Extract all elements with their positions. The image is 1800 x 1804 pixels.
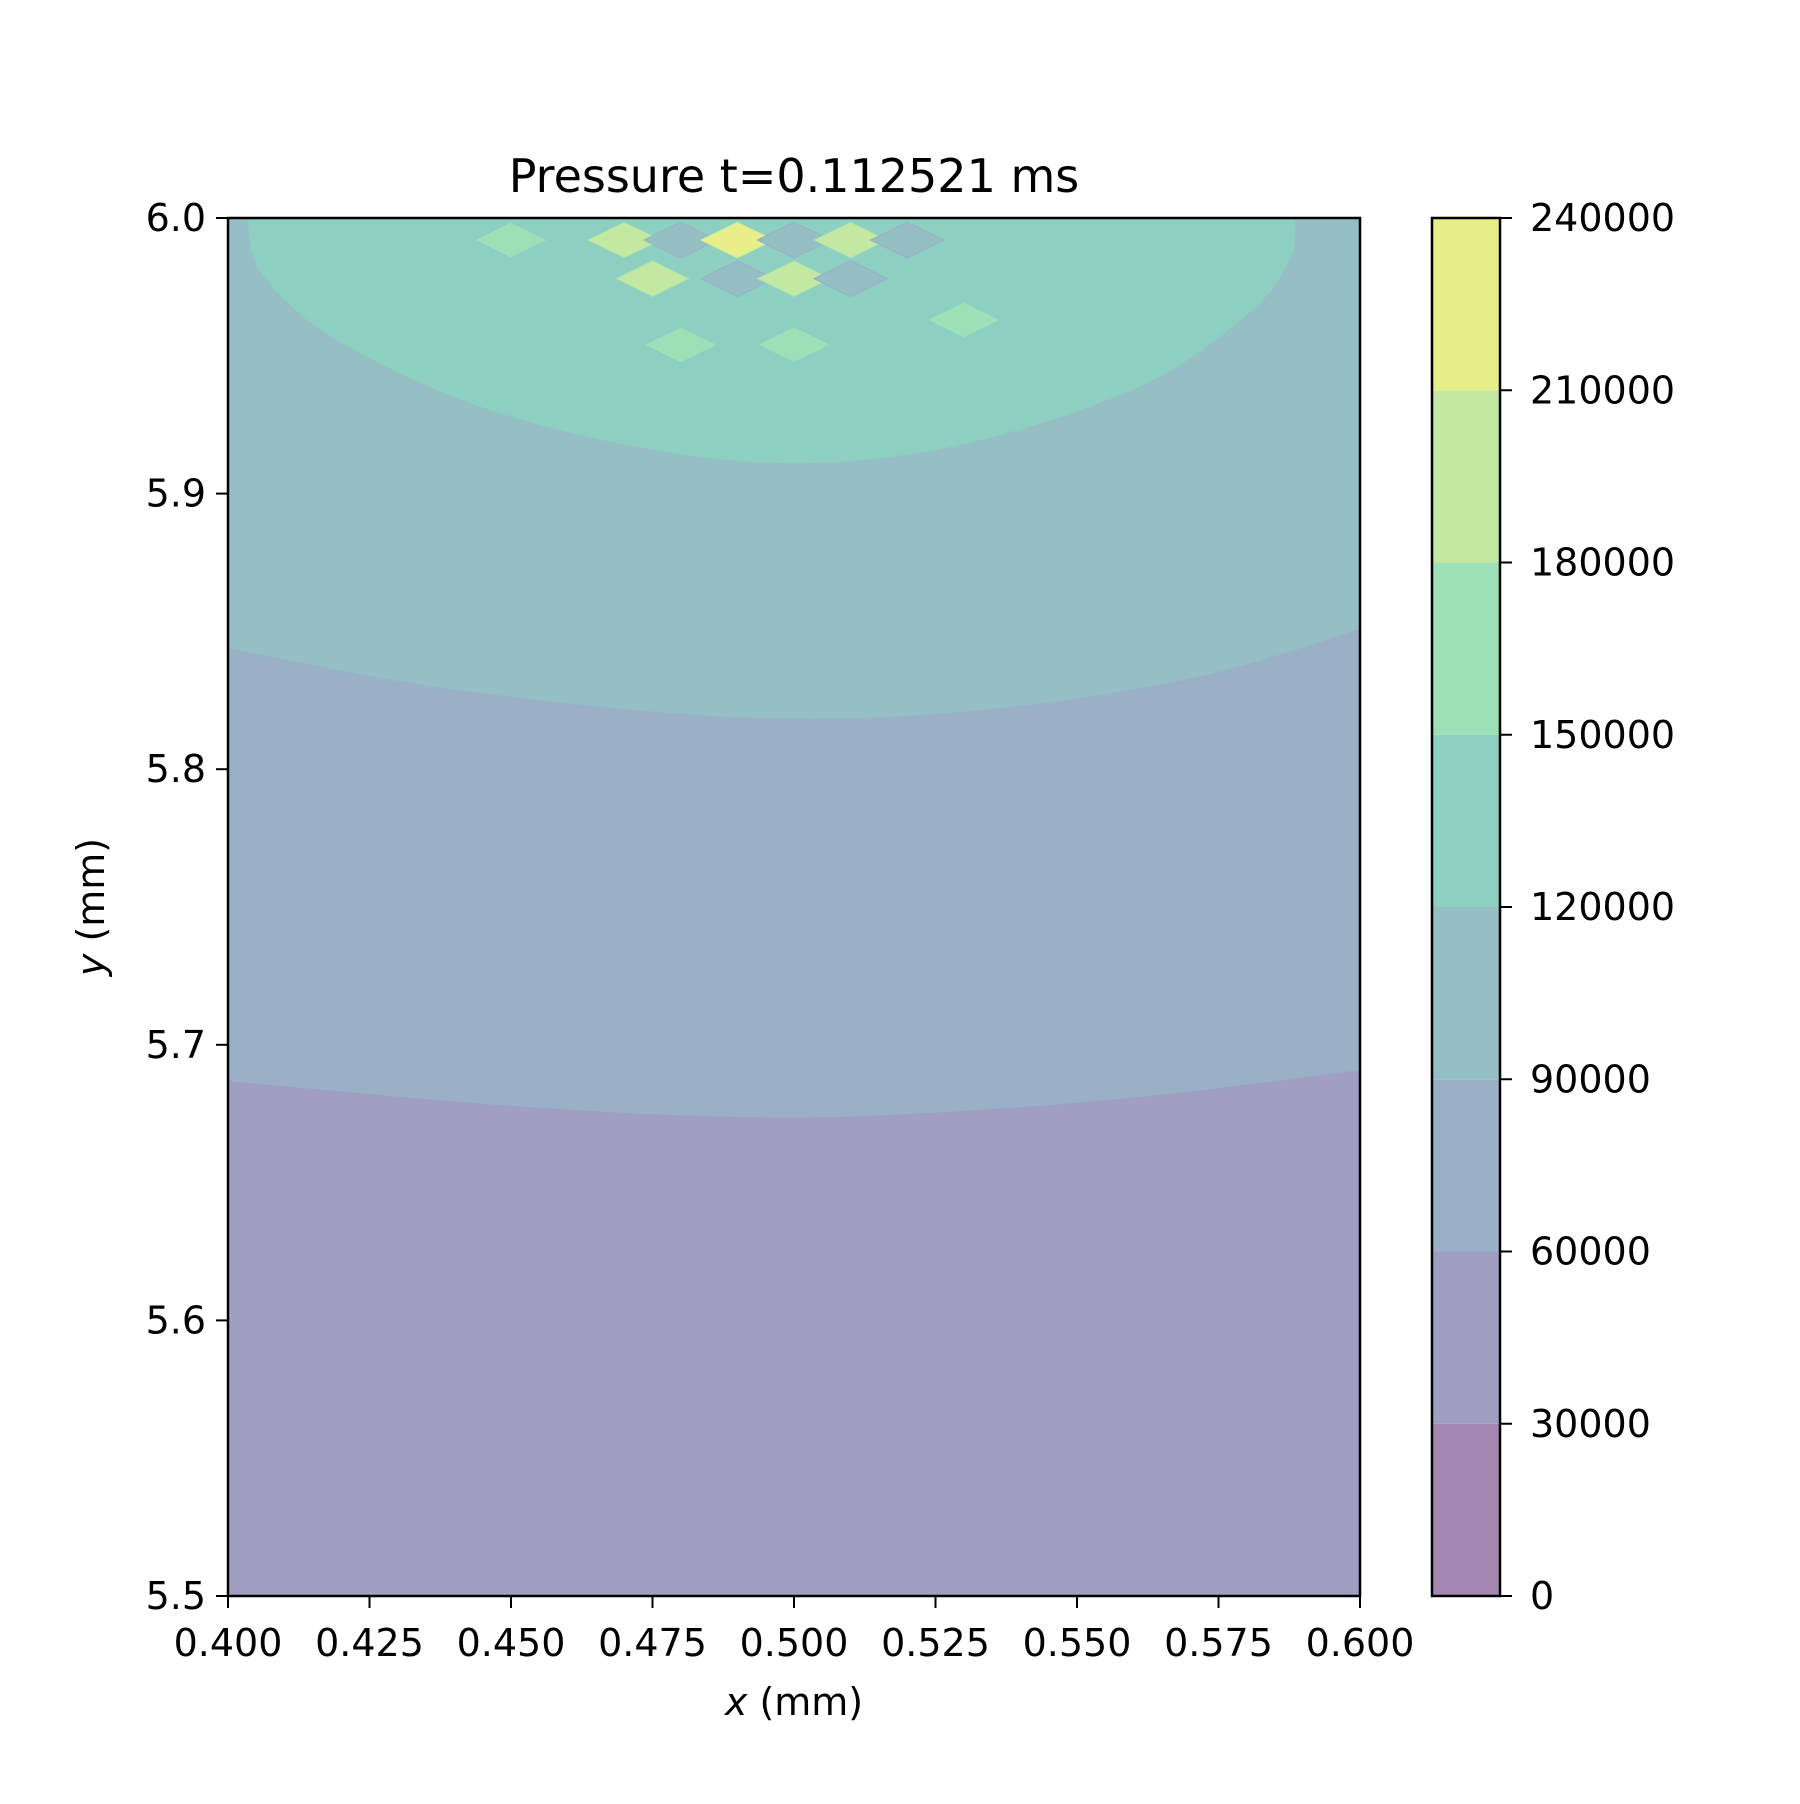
x-axis-var: x — [724, 1680, 748, 1724]
contour-hotspot — [473, 221, 549, 259]
y-tick-label: 5.7 — [146, 1023, 206, 1067]
contour-hotspot — [614, 260, 691, 298]
contour-hotspot — [642, 326, 719, 364]
y-tick-label: 5.9 — [146, 472, 206, 516]
colorbar-band-90000-120000 — [1432, 907, 1500, 1080]
x-tick-label: 0.475 — [598, 1621, 707, 1665]
x-axis-unit: (mm) — [747, 1680, 863, 1724]
y-axis-title: y (mm) — [69, 838, 113, 977]
colorbar-tick-label: 90000 — [1530, 1057, 1651, 1101]
colorbar-tick-label: 240000 — [1530, 196, 1675, 240]
colorbar-tick-label: 180000 — [1530, 541, 1675, 585]
colorbar-tick-label: 30000 — [1530, 1402, 1651, 1446]
contour-line-120000 — [247, 218, 1296, 464]
x-tick-label: 0.450 — [457, 1621, 566, 1665]
contour-hotspot — [756, 326, 832, 364]
y-tick-label: 5.8 — [146, 747, 206, 791]
x-axis-title: x (mm) — [724, 1680, 863, 1724]
colorbar-tick-label: 60000 — [1530, 1230, 1651, 1274]
contour-hotspot — [869, 221, 946, 259]
y-axis-unit: (mm) — [69, 838, 113, 954]
colorbar-band-60000-90000 — [1432, 1079, 1500, 1252]
y-axis: 5.5 5.6 5.7 5.8 5.9 6.0 — [146, 196, 228, 1618]
x-axis: 0.400 0.425 0.450 0.475 0.500 0.525 0.550 0.575… — [174, 1596, 1415, 1665]
y-tick-label: 5.5 — [146, 1574, 206, 1618]
colorbar-tick-label: 0 — [1530, 1574, 1554, 1618]
contour-line-60000 — [228, 1069, 1360, 1118]
y-tick-label: 6.0 — [146, 196, 206, 240]
x-tick-label: 0.425 — [315, 1621, 424, 1665]
colorbar-band-180000-210000 — [1432, 390, 1500, 563]
y-tick-label: 5.6 — [146, 1298, 206, 1342]
colorbar-tick-label: 210000 — [1530, 368, 1675, 412]
contour-line-90000 — [228, 628, 1360, 719]
x-tick-label: 0.525 — [881, 1621, 990, 1665]
contour-hotspot — [925, 301, 1002, 339]
colorbar: 0 30000 60000 90000 120000 150000 180000 210000… — [1430, 196, 1675, 1618]
colorbar-band-150000-180000 — [1432, 562, 1500, 735]
contour-hotspot — [812, 260, 889, 298]
x-tick-label: 0.550 — [1023, 1621, 1132, 1665]
x-tick-label: 0.400 — [174, 1621, 283, 1665]
y-axis-var: y — [69, 953, 113, 977]
plot-area — [228, 218, 1360, 1596]
colorbar-tick-label: 120000 — [1530, 885, 1675, 929]
chart-title: Pressure t=0.112521 ms — [509, 149, 1080, 203]
x-tick-label: 0.575 — [1164, 1621, 1273, 1665]
colorbar-band-0-30000 — [1432, 1423, 1500, 1596]
colorbar-band-30000-60000 — [1432, 1251, 1500, 1424]
x-tick-label: 0.600 — [1306, 1621, 1415, 1665]
colorbar-band-210000-240000 — [1432, 218, 1500, 391]
colorbar-tick-label: 150000 — [1530, 713, 1675, 757]
colorbar-band-120000-150000 — [1432, 734, 1500, 907]
x-tick-label: 0.500 — [740, 1621, 849, 1665]
